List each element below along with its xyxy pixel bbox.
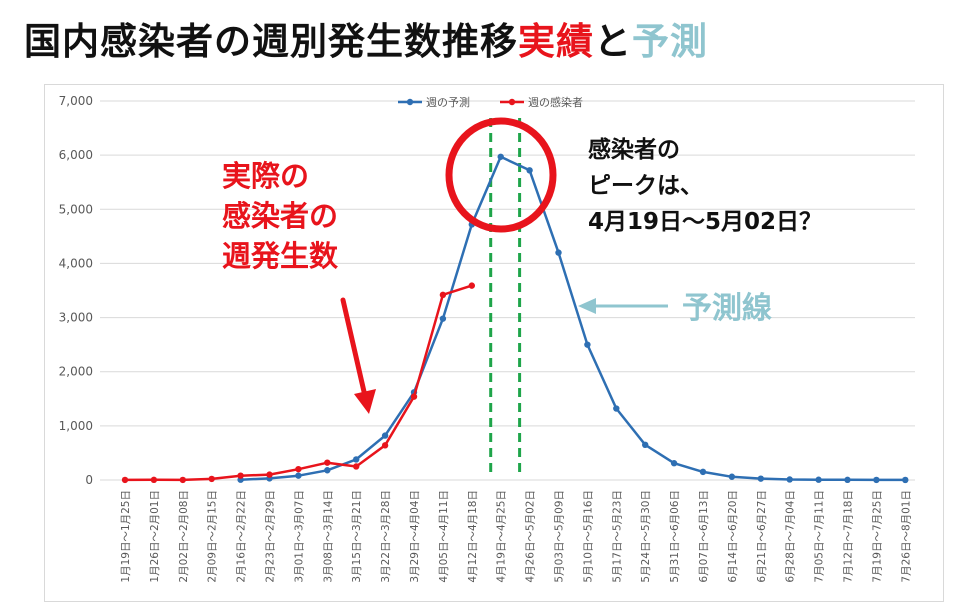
prediction-data-point <box>873 476 880 484</box>
actual-series-line <box>124 284 473 482</box>
x-tick-label: 1月19日～1月25日 <box>120 490 132 583</box>
actual-data-point <box>266 471 273 478</box>
actual-data-point <box>121 476 129 484</box>
actual-data-point <box>439 291 447 299</box>
actual-data-point <box>150 476 158 484</box>
x-tick-label: 3月29日～4月04日 <box>409 490 421 583</box>
actual-data-point <box>468 282 475 289</box>
prediction-data-point <box>324 467 331 474</box>
prediction-data-point <box>699 468 707 476</box>
peak-annotation-line: 4月19日～5月02日？ <box>588 209 823 235</box>
y-tick-label: 0 <box>85 473 93 487</box>
x-tick-label: 6月21日～6月27日 <box>756 490 768 583</box>
x-tick-label: 3月15日～3月21日 <box>351 490 363 583</box>
prediction-line-annotation: 予測線 <box>682 291 772 326</box>
prediction-data-point <box>584 341 591 348</box>
y-tick-label: 6,000 <box>59 148 93 162</box>
prediction-data-point <box>844 476 851 484</box>
prediction-data-point <box>815 476 822 483</box>
x-tick-label: 3月22日～3月28日 <box>380 490 392 583</box>
x-tick-label: 3月08日～3月14日 <box>322 490 334 583</box>
prediction-data-point <box>786 476 793 483</box>
x-tick-label: 6月28日～7月04日 <box>785 490 797 583</box>
title-and: と <box>594 20 632 63</box>
actual-data-point <box>324 459 331 466</box>
y-tick-label: 3,000 <box>59 311 93 325</box>
legend-actual-label: 週の感染者 <box>528 95 583 109</box>
x-tick-label: 5月17日～5月23日 <box>611 490 623 583</box>
x-tick-label: 5月03日～5月09日 <box>554 490 566 583</box>
x-tick-label: 2月16日～2月22日 <box>236 490 248 583</box>
x-tick-label: 2月02日～2月08日 <box>178 490 190 583</box>
arrow-shaft <box>340 297 368 399</box>
prediction-series-line <box>240 155 906 482</box>
title-main: 国内感染者の週別発生数推移 <box>24 20 518 63</box>
actual-data-point <box>295 465 302 473</box>
x-tick-label: 7月05日～7月11日 <box>814 490 826 583</box>
x-tick-label: 5月31日～6月06日 <box>669 490 681 583</box>
legend-actual-marker <box>508 98 516 106</box>
prediction-data-point <box>642 441 649 449</box>
prediction-data-point <box>526 167 533 174</box>
prediction-data-point <box>295 472 302 479</box>
actual-data-point <box>381 442 389 449</box>
title-prediction: 予測 <box>632 20 708 63</box>
x-tick-label: 6月14日～6月20日 <box>727 490 739 583</box>
prediction-data-point <box>353 456 360 463</box>
x-tick-label: 2月09日～2月15日 <box>207 490 219 583</box>
actual-annotation-line: 感染者の <box>222 199 339 233</box>
x-tick-label: 7月12日～7月18日 <box>843 490 855 583</box>
y-tick-label: 7,000 <box>59 94 93 108</box>
chart-title: 国内感染者の週別発生数推移実績と予測 <box>24 14 954 70</box>
x-tick-label: 4月19日～4月25日 <box>496 490 508 583</box>
x-tick-label: 4月12日～4月18日 <box>467 490 479 583</box>
chart-frame <box>44 84 944 602</box>
y-tick-label: 5,000 <box>59 202 93 216</box>
peak-annotation: 感染者の ピークは、 4月19日～5月02日？ <box>588 132 822 240</box>
x-tick-label: 2月23日～2月29日 <box>265 490 277 583</box>
actual-data-point <box>353 463 360 470</box>
x-tick-label: 6月07日～6月13日 <box>698 490 710 583</box>
y-tick-label: 1,000 <box>59 419 93 433</box>
legend-prediction-label: 週の予測 <box>426 95 470 109</box>
x-tick-label: 1月26日～2月01日 <box>149 490 161 583</box>
x-tick-label: 5月10日～5月16日 <box>582 490 594 583</box>
prediction-data-point <box>439 315 447 322</box>
y-tick-label: 2,000 <box>59 365 93 379</box>
actual-data-point <box>410 393 418 400</box>
actual-data-point <box>237 472 244 479</box>
prediction-data-point <box>902 476 909 484</box>
legend-prediction-marker <box>406 98 414 106</box>
peak-annotation-line: 感染者の <box>588 137 680 163</box>
x-tick-label: 3月01日～3月07日 <box>293 490 305 583</box>
prediction-data-point <box>728 473 736 480</box>
actual-annotation-line: 週発生数 <box>222 239 339 273</box>
actual-data-point <box>179 476 186 484</box>
actual-cases-annotation: 実際の 感染者の 週発生数 <box>222 156 338 276</box>
actual-data-point <box>208 475 215 483</box>
prediction-arrow-head <box>578 298 596 314</box>
prediction-data-point <box>757 475 764 482</box>
y-tick-label: 4,000 <box>59 256 93 270</box>
prediction-data-point <box>555 249 562 256</box>
actual-annotation-line: 実際の <box>222 159 310 193</box>
x-tick-label: 7月26日～8月01日 <box>900 490 912 583</box>
x-tick-label: 5月24日～5月30日 <box>640 490 652 583</box>
peak-highlight-circle <box>445 117 557 233</box>
prediction-data-point <box>670 460 678 467</box>
peak-annotation-line: ピークは、 <box>588 173 703 199</box>
x-tick-label: 7月19日～7月25日 <box>871 490 883 583</box>
prediction-data-point <box>381 432 389 439</box>
prediction-data-point <box>497 153 504 160</box>
arrow-head <box>354 389 376 414</box>
prediction-data-point <box>613 405 620 412</box>
title-actual: 実績 <box>518 20 594 63</box>
x-tick-label: 4月05日～4月11日 <box>438 490 450 583</box>
x-tick-label: 4月26日～5月02日 <box>525 490 537 583</box>
